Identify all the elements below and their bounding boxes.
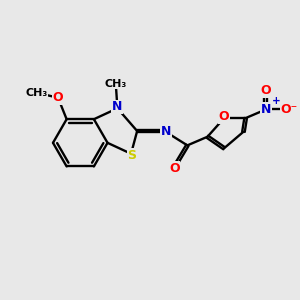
Text: O: O [53, 91, 63, 104]
Text: O: O [260, 84, 271, 97]
Text: O⁻: O⁻ [280, 103, 298, 116]
Text: +: + [272, 96, 280, 106]
Text: N: N [112, 100, 122, 113]
Text: N: N [260, 103, 271, 116]
Text: O: O [169, 162, 180, 175]
Text: CH₃: CH₃ [105, 79, 127, 89]
Text: O: O [219, 110, 230, 123]
Text: CH₃: CH₃ [26, 88, 48, 98]
Text: N: N [161, 124, 171, 137]
Text: S: S [127, 149, 136, 162]
